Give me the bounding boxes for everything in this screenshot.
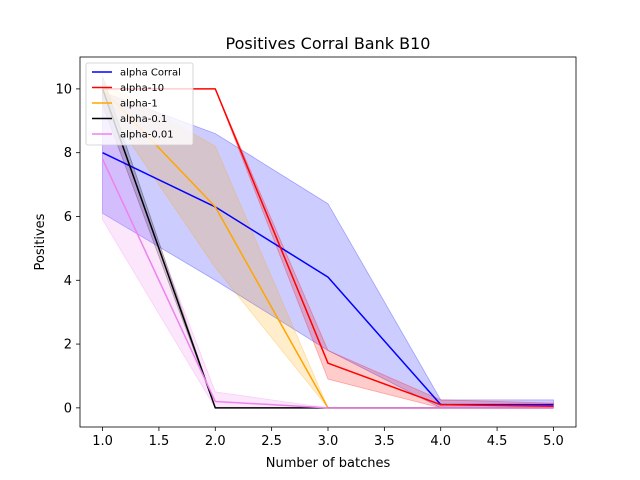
legend-label: alpha-0.1 [120, 114, 167, 125]
legend-label: alpha-1 [120, 99, 158, 110]
y-tick-label: 0 [64, 401, 72, 416]
legend-label: alpha Corral [120, 68, 181, 79]
x-tick-label: 1.0 [92, 434, 113, 449]
x-tick-label: 2.0 [205, 434, 226, 449]
y-tick-label: 4 [64, 274, 72, 289]
y-tick-label: 10 [55, 82, 72, 97]
x-tick-label: 3.5 [374, 434, 395, 449]
y-axis-ticks: 0 2 4 6 8 10 [55, 82, 80, 416]
y-tick-label: 2 [64, 338, 72, 353]
legend-label: alpha-0.01 [120, 130, 174, 141]
x-tick-label: 2.5 [261, 434, 282, 449]
y-axis-label: Positives [33, 213, 48, 270]
legend-label: alpha-10 [120, 83, 164, 94]
band-1 [102, 88, 554, 409]
x-tick-label: 4.5 [487, 434, 508, 449]
series-line-4 [101, 158, 554, 409]
x-tick-label: 5.0 [543, 434, 564, 449]
x-tick-label: 3.0 [318, 434, 339, 449]
legend: alpha Corral alpha-10 alpha-1 alpha-0.1 alph… [85, 62, 194, 146]
x-tick-label: 4.0 [430, 434, 451, 449]
y-tick-label: 8 [64, 146, 72, 161]
legend-box [85, 62, 194, 146]
y-tick-label: 6 [64, 210, 72, 225]
x-tick-label: 1.5 [149, 434, 170, 449]
x-axis-ticks: 1.0 1.5 2.0 2.5 3.0 3.5 4.0 4.5 5.0 [92, 427, 564, 449]
chart-title: Positives Corral Bank B10 [226, 34, 431, 53]
x-axis-label: Number of batches [266, 456, 391, 471]
